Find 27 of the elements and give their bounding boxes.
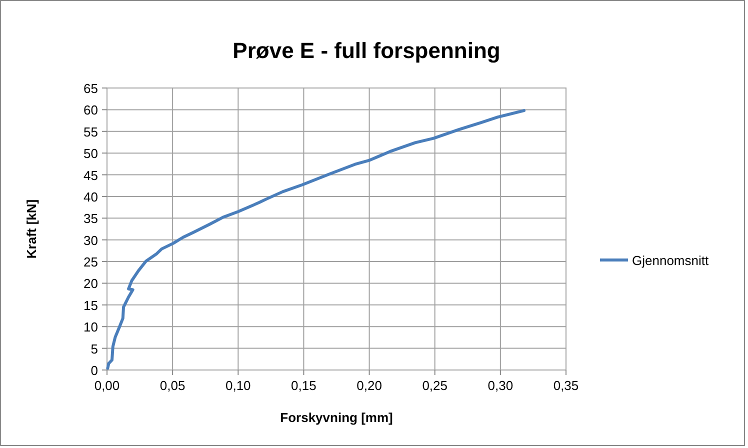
- y-axis-title: Kraft [kN]: [24, 199, 39, 259]
- x-tick-label: 0,10: [225, 378, 251, 393]
- y-tick-label: 40: [84, 189, 98, 204]
- legend-label: Gjennomsnitt: [632, 253, 709, 268]
- x-tick-label: 0,20: [356, 378, 382, 393]
- y-tick-label: 0: [90, 363, 98, 378]
- y-tick-label: 15: [84, 298, 98, 313]
- x-tick-label: 0,30: [488, 378, 514, 393]
- y-tick-label: 30: [84, 232, 98, 248]
- y-tick-label: 5: [90, 341, 98, 356]
- x-tick-label: 0,15: [291, 378, 316, 393]
- y-tick-label: 55: [84, 124, 98, 140]
- y-tick-label: 10: [84, 320, 98, 335]
- line-series: [106, 109, 526, 370]
- y-tick-label: 60: [84, 102, 98, 118]
- chart-title: Prøve E - full forspenning: [232, 38, 500, 63]
- y-tick-label: 35: [84, 211, 98, 226]
- x-axis-title: Forskyvning [mm]: [280, 410, 393, 425]
- y-tick-label: 50: [84, 146, 98, 162]
- y-tick-label: 25: [84, 254, 98, 270]
- y-tick-label: 45: [84, 168, 98, 183]
- y-tick-label: 20: [84, 276, 98, 292]
- y-tick-label: 65: [84, 81, 98, 96]
- x-tick-label: 0,35: [553, 378, 579, 393]
- x-tick-label: 0,05: [160, 378, 186, 393]
- x-tick-label: 0,00: [94, 378, 120, 393]
- x-tick-label: 0,25: [422, 378, 448, 393]
